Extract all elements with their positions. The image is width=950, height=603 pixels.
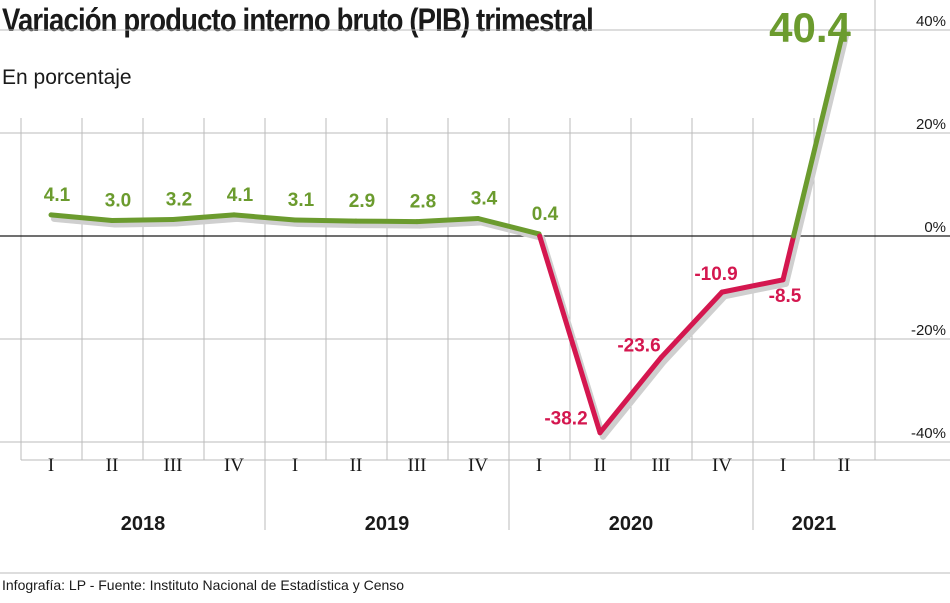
data-label: 3.4 [471, 188, 498, 209]
x-tick-label: IV [712, 455, 732, 476]
series-segment-positive [292, 217, 359, 224]
series-shadow-segment [783, 237, 800, 287]
series-segment-negative [658, 289, 725, 361]
x-tick-label: I [292, 455, 298, 476]
data-label: 3.1 [288, 190, 315, 211]
source-footer: Infografía: LP - Fuente: Instituto Nacio… [2, 577, 405, 593]
data-label: 2.8 [410, 192, 436, 213]
data-label: 2.9 [349, 191, 375, 212]
series-shadow-segment [173, 215, 240, 227]
x-tick-label: II [350, 455, 363, 476]
data-label: -23.6 [617, 336, 660, 357]
x-tick-label: I [780, 455, 786, 476]
x-tick-label: II [594, 455, 607, 476]
x-tick-label: IV [468, 455, 488, 476]
year-label: 2021 [792, 513, 837, 535]
chart-title: Variación producto interno bruto (PIB) t… [2, 2, 594, 38]
x-tick-label: IV [224, 455, 244, 476]
series-segment-positive [48, 212, 115, 224]
y-tick-label: 0% [924, 219, 946, 236]
chart-axes: 40%20%0%-20%-40%I II III IV I II III IV I II III IV… [0, 13, 950, 574]
series-shadow-segment [234, 215, 301, 228]
chart-data-labels: 4.1 3.0 3.2 4.1 3.1 2.9 2.8 3.4 0.4 -38.2 -23.6 -10… [44, 4, 852, 430]
y-tick-label: -40% [911, 425, 946, 442]
series-shadow-segment [112, 220, 179, 228]
year-label: 2019 [365, 513, 410, 535]
series-shadow-segment [417, 219, 484, 229]
series-segment-positive [414, 215, 481, 225]
series-shadow-segment [793, 28, 850, 243]
series-segment-negative [780, 233, 797, 283]
y-tick-label: -20% [911, 322, 946, 339]
x-tick-label: III [164, 455, 183, 476]
x-tick-label: III [652, 455, 671, 476]
data-label: 3.0 [105, 191, 131, 212]
x-tick-label: II [838, 455, 851, 476]
data-label: 40.4 [769, 4, 851, 51]
series-segment-positive [109, 217, 176, 224]
series-segment-positive [791, 25, 847, 239]
y-tick-label: 20% [916, 116, 946, 133]
series-shadow-segment [600, 358, 667, 440]
series-segment-negative [537, 233, 603, 436]
x-tick-label: III [408, 455, 427, 476]
series-shadow-segment [295, 221, 362, 229]
chart-subtitle: En porcentaje [2, 66, 132, 89]
data-label: -10.9 [694, 264, 737, 285]
y-tick-label: 40% [916, 13, 946, 30]
series-segment-negative [597, 355, 664, 436]
chart-series-line [48, 25, 850, 440]
data-label: -8.5 [769, 286, 802, 307]
year-label: 2018 [121, 513, 166, 535]
chart-grid [0, 0, 950, 460]
x-tick-label: I [48, 455, 54, 476]
series-shadow-segment [722, 280, 789, 300]
series-segment-positive [353, 218, 420, 225]
x-tick-label: II [106, 455, 119, 476]
data-label: -38.2 [544, 409, 587, 430]
series-segment-negative [719, 277, 786, 295]
data-label: 4.1 [44, 185, 71, 206]
series-segment-positive [231, 212, 298, 223]
series-shadow-segment [661, 293, 728, 365]
data-label: 4.1 [227, 185, 254, 206]
data-label: 0.4 [532, 204, 559, 225]
series-segment-positive [475, 215, 542, 237]
x-tick-label: I [536, 455, 542, 476]
year-label: 2020 [609, 513, 654, 535]
data-label: 3.2 [166, 190, 192, 211]
series-shadow-segment [51, 215, 118, 228]
series-segment-positive [170, 212, 237, 223]
series-shadow-segment [356, 222, 423, 229]
series-shadow-segment [478, 219, 545, 241]
